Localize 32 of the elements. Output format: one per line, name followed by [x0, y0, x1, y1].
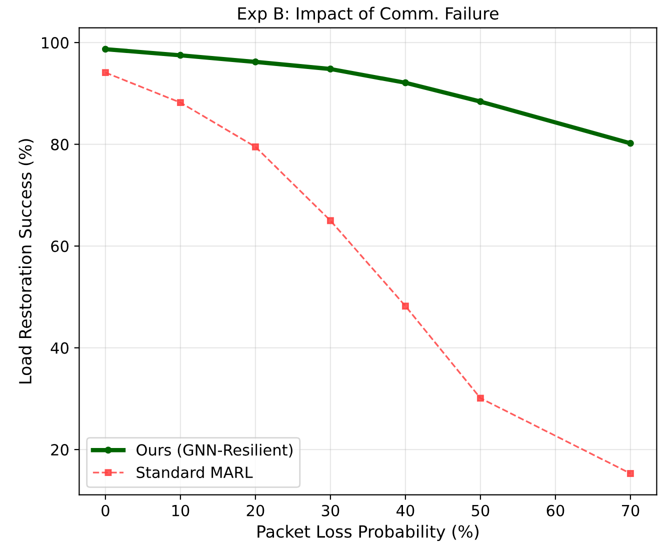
point: [176, 99, 184, 106]
legend-label: Ours (GNN-Resilient): [136, 444, 292, 458]
y-tick-label: 20: [51, 444, 68, 456]
point: [476, 394, 484, 402]
y-tick-label: 100: [42, 37, 68, 49]
point: [176, 52, 184, 59]
point: [626, 470, 634, 477]
x-axis-title: Packet Loss Probability (%): [258, 524, 478, 542]
point: [402, 302, 409, 310]
point: [102, 46, 109, 53]
point: [326, 217, 334, 224]
point: [476, 98, 484, 106]
point: [626, 140, 634, 147]
x-tick-label: 40: [396, 504, 414, 516]
x-tick-label: 0: [102, 504, 110, 516]
y-axis-title: Load Restoration Success (%): [18, 139, 34, 384]
x-tick-label: 60: [546, 504, 564, 516]
y-tick-label: 40: [50, 342, 68, 354]
x-tick-label: 50: [472, 504, 490, 516]
x-tick-label: 10: [172, 504, 190, 516]
point: [252, 143, 259, 150]
x-tick-label: 30: [322, 504, 340, 516]
point: [326, 66, 334, 72]
point: [402, 79, 409, 86]
x-tick-label: 20: [246, 504, 264, 516]
x-tick-label: 70: [622, 504, 640, 516]
legend-label: Standard MARL: [136, 466, 253, 478]
y-tick-label: 80: [51, 138, 68, 150]
point: [252, 58, 259, 66]
point: [102, 69, 109, 76]
chart-title: Exp B: Impact of Comm. Failure: [238, 6, 498, 23]
y-tick-label: 60: [51, 240, 68, 252]
